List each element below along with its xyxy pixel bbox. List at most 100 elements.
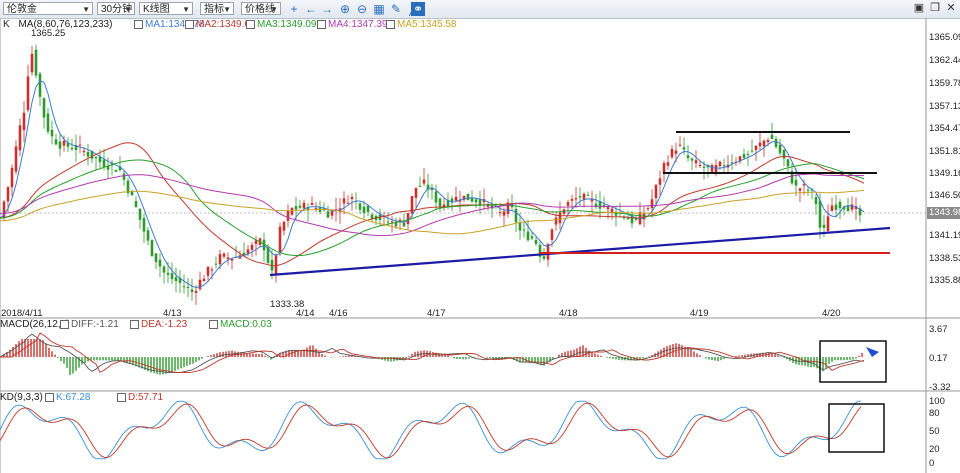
dea-legend: DEA:-1.23 [130,319,187,331]
chart-type-label: K线图 [143,4,170,15]
chevron-down-icon: ▼ [182,5,190,14]
checkbox-icon[interactable] [317,19,326,29]
candle-body [598,201,602,209]
candle-body [314,208,318,210]
grid-icon[interactable]: ▦ [373,2,385,16]
candle-body [790,171,794,184]
candle-body [446,200,450,207]
macd-params: MACD(26,12,9) [0,319,70,330]
candle-body [718,161,722,167]
checkbox-icon[interactable] [130,319,139,329]
candle-body [62,140,66,146]
kd-tick: 50 [929,426,940,437]
candle-body [302,202,306,209]
candle-body [150,240,154,257]
candle-body [330,210,334,216]
ma2-value: MA2:1349.66 [196,19,256,30]
candle-body [842,207,846,210]
pin-icon[interactable]: ▣ [913,2,925,14]
candle-body [738,156,742,162]
candle-body [858,208,862,216]
macd-value: MACD:0.03 [220,319,272,330]
candle-body [158,259,162,267]
candle-body [474,199,478,203]
candle-body [82,150,86,153]
candle-body [410,196,414,214]
diff-legend: DIFF:-1.21 [60,319,119,331]
candle-body [58,141,62,149]
candle-body [530,236,534,239]
date-tick: 4/18 [559,308,578,319]
price-line-select[interactable]: 价格线 ▼ [241,2,281,15]
candle-body [138,208,142,220]
candle-body [670,148,674,158]
current-price-tag: 1343.98 [927,207,960,219]
checkbox-icon[interactable] [117,392,126,402]
zoom-out-icon[interactable]: ⊖ [356,2,368,16]
candle-body [366,205,370,212]
checkbox-icon[interactable] [209,319,218,329]
candle-body [794,180,798,186]
candle-body [826,216,830,232]
candle-body [454,196,458,201]
chevron-down-icon: ▼ [82,5,90,14]
checkbox-icon[interactable] [134,19,143,29]
candle-body [182,286,186,288]
candle-body [650,199,654,209]
macd-legend: MACD(26,12,9) [0,319,69,331]
price-tick: 1335.88 [929,275,960,286]
arrow-right-icon[interactable]: → [321,2,333,16]
pencil-icon[interactable]: ✎ [390,2,402,16]
candle-body [134,201,138,207]
candle-body [554,217,558,225]
candle-body [262,239,266,251]
candle-body [822,224,826,228]
candle-body [586,194,590,196]
price-tick: 1357.13 [929,101,960,112]
chart-type-select[interactable]: K线图 ▼ [139,2,193,15]
checkbox-icon[interactable] [45,392,54,402]
period-select[interactable]: 30分钟 ▼ [97,2,135,15]
candle-body [214,263,218,265]
candle-body [430,188,434,191]
arrow-left-icon[interactable]: ← [305,2,317,16]
symbol-select[interactable]: 伦敦金 ▼ [3,2,93,15]
candle-body [10,167,14,188]
checkbox-icon[interactable] [60,319,69,329]
candle-body [6,187,10,202]
date-tick: 4/20 [822,308,841,319]
ma-params: MA(8,60,76,123,233) [18,19,113,30]
checkbox-icon[interactable] [185,19,194,29]
macd-value-legend: MACD:0.03 [209,319,272,331]
checkbox-icon[interactable] [386,19,395,29]
candle-body [226,257,230,259]
candle-body [518,222,522,231]
candle-body [850,204,854,210]
trend-line [269,226,891,277]
zoom-in-icon[interactable]: ⊕ [339,2,351,16]
checkbox-icon[interactable] [246,19,255,29]
candle-body [502,211,506,216]
candle-body [178,277,182,283]
indicator-select[interactable]: 指标 ▼ [200,2,234,15]
candle-body [34,49,38,76]
candle-body [70,147,74,150]
kd-tick: 100 [929,396,945,407]
restore-icon[interactable]: ❐ [930,2,940,14]
date-tick: 4/14 [296,308,315,319]
crosshair-icon[interactable]: + [290,2,298,16]
candle-body [210,269,214,271]
candle-body [274,255,278,275]
close-icon[interactable]: ✕ [946,2,956,14]
price-tick: 1354.47 [929,123,960,134]
macd-diff-line [0,333,865,374]
kd-tick: 80 [929,408,940,419]
candle-body [206,266,210,276]
candle-body [166,272,170,275]
link-icon[interactable]: ⚭ [411,2,425,16]
candle-body [558,212,562,224]
k-value: K:67.28 [56,392,91,403]
kd-k-line [0,400,861,460]
candle-body [90,150,94,159]
